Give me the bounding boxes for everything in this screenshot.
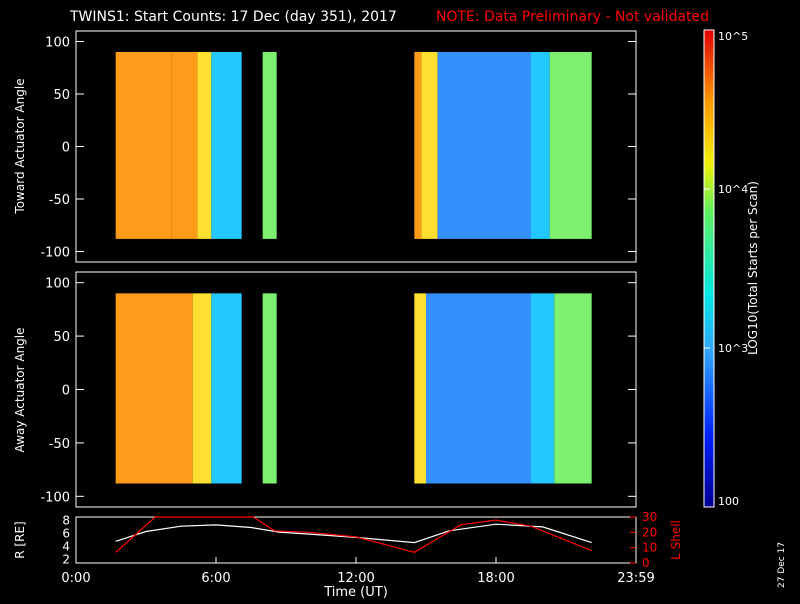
heatmap-block [554,293,592,484]
heatmap-block [211,52,242,239]
colorbar-ticks: 10^5 10^4 10^3 100 [704,29,748,508]
heatmap-block [531,293,555,484]
x-axis-label: Time (UT) [323,585,388,600]
heatmap-block [211,293,242,484]
x-tick-label: 0:00 [61,571,90,586]
chart-title: TWINS1: Start Counts: 17 Dec (day 351), … [69,9,397,25]
preliminary-note: NOTE: Data Preliminary - Not validated [436,9,709,25]
y-tick-label: -50 [49,193,70,208]
r-tick-label: 6 [62,526,70,540]
orbit-lines [115,516,592,553]
y-tick-label: 50 [53,88,70,103]
heatmap-block [262,52,277,239]
colorbar-label: LOG10(Total Starts per Scan) [746,181,760,355]
heatmap-block [192,293,212,484]
away-panel: 100 50 0 -50 -100 Away Actuator Angle [13,271,637,508]
y-tick-label: 0 [62,141,70,156]
y-tick-label: 100 [45,277,70,292]
r-tick-label: 4 [62,540,70,554]
lshell-tick-label: 0 [642,556,650,570]
r-axis-label: R [RE] [13,521,27,558]
away-y-label: Away Actuator Angle [13,327,27,452]
toward-y-axis: 100 50 0 -50 -100 [40,36,636,261]
colorbar-tick-label: 10^4 [718,183,748,196]
x-tick-label: 23:59 [617,571,654,586]
away-heatmap [115,293,592,484]
colorbar-gradient [703,29,715,508]
y-tick-label: -100 [40,246,70,261]
r-tick-label: 2 [62,553,70,567]
toward-panel: 100 50 0 -50 -100 Toward Actuator Angle [13,30,637,263]
orbit-series-r [115,523,592,544]
heatmap-block [426,293,531,484]
heatmap-block [414,293,426,484]
y-tick-label: 100 [45,36,70,51]
lshell-tick-label: 20 [642,525,657,539]
orbit-series-l-shell [115,516,592,553]
colorbar-tick-label: 10^5 [718,30,748,43]
orbit-panel-frame [75,516,637,564]
heatmap-block [414,52,422,239]
x-tick-label: 6:00 [201,571,230,586]
y-tick-label: 0 [62,384,70,399]
heatmap-block [549,52,592,239]
heatmap-block [115,293,193,484]
time-x-axis: 0:00 6:00 12:00 18:00 23:59 [61,557,655,586]
lshell-tick-label: 30 [642,510,657,524]
heatmap-block [421,52,438,239]
colorbar-tick-label: 10^3 [718,342,748,355]
lshell-tick-label: 10 [642,541,657,555]
lshell-axis-label: L Shell [669,520,683,560]
toward-y-label: Toward Actuator Angle [13,78,27,214]
x-tick-label: 12:00 [337,571,374,586]
y-tick-label: 50 [53,330,70,345]
heatmap-block [262,293,277,484]
date-stamp: 27 Dec 17 [777,542,787,588]
colorbar-tick-label: 100 [718,495,739,508]
y-tick-label: -50 [49,437,70,452]
heatmap-block [171,52,198,239]
heatmap-block [197,52,212,239]
heatmap-block [531,52,550,239]
y-tick-label: -100 [40,490,70,505]
toward-heatmap [115,52,592,239]
heatmap-block [437,52,531,239]
colorbar: 10^5 10^4 10^3 100 LOG10(Total Starts per S… [703,29,760,508]
r-tick-label: 8 [62,513,70,527]
heatmap-block [115,52,172,239]
away-y-axis: 100 50 0 -50 -100 [40,277,636,505]
x-tick-label: 18:00 [477,571,514,586]
